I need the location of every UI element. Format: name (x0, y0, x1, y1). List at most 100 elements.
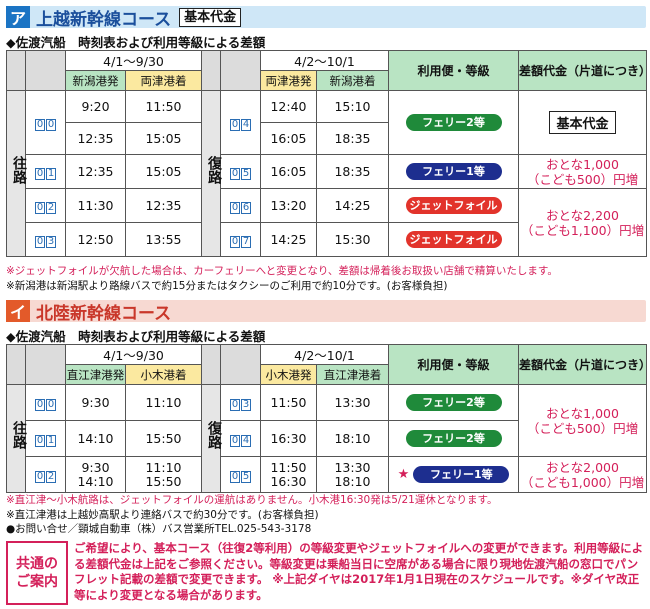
class-cell: フェリー2等 (388, 384, 519, 421)
class-cell: ★ フェリー1等 (388, 456, 519, 493)
arrival-time: 13:55 (125, 222, 202, 257)
class-header: 利用便・等級 (388, 50, 519, 91)
fare-cell: おとな1,000 （こども500）円増 (518, 154, 647, 189)
section-a-tag: ア (6, 6, 30, 28)
departure-time: 11:30 (65, 188, 126, 223)
blank-corner (25, 344, 66, 385)
left-from-port: 直江津港発 (65, 364, 126, 385)
blank-corner (201, 50, 221, 91)
ferry-1st-class-pill: フェリー1等 (413, 466, 510, 483)
arrival-time: 15:05 (125, 122, 202, 155)
arrival-time: 12:35 (125, 188, 202, 223)
ferry-2nd-class-pill: フェリー2等 (405, 114, 502, 131)
fare-cell: おとな2,000 （こども1,000）円増 (518, 456, 647, 493)
section-a-timetable: 4/1～9/30 4/2～10/1 利用便・等級 差額代金（片道につき） 新潟港… (6, 50, 650, 257)
arrival-time: 15:50 (125, 420, 202, 457)
basic-price-label: 基本代金 (549, 111, 616, 134)
blank-corner (6, 344, 26, 385)
class-header: 利用便・等級 (388, 344, 519, 385)
departure-time: 11:50 16:30 (260, 456, 317, 493)
jetfoil-pill: ジェットフォイル (405, 231, 502, 248)
departure-time: 13:20 (260, 188, 317, 223)
class-cell: フェリー2等 (388, 90, 519, 155)
section-b-timetable: 4/1～9/30 4/2～10/1 利用便・等級 差額代金（片道につき） 直江津… (6, 344, 650, 493)
section-a-note-2: ※新潟港は新潟駅より路線バスで約15分またはタクシーのご利用で約10分です。(お… (6, 280, 448, 292)
departure-time: 14:25 (260, 222, 317, 257)
arrival-time: 15:05 (125, 154, 202, 189)
left-from-port: 新潟港発 (65, 70, 126, 91)
right-from-port: 小木港発 (260, 364, 317, 385)
return-label: 復路 (201, 384, 222, 493)
section-a-subtitle: ◆佐渡汽船 時刻表および利用等級による差額 (6, 35, 266, 50)
section-b-tag: イ (6, 300, 30, 322)
right-date-range: 4/2～10/1 (260, 344, 389, 365)
departure-time: 12:40 (260, 90, 317, 123)
departure-time: 16:05 (260, 122, 317, 155)
departure-time: 12:35 (65, 122, 126, 155)
arrival-time: 15:10 (316, 90, 389, 123)
blank-corner (25, 50, 66, 91)
departure-time: 16:05 (260, 154, 317, 189)
left-to-port: 小木港着 (125, 364, 202, 385)
fare-cell: 基本代金 (518, 90, 647, 155)
arrival-time: 11:50 (125, 90, 202, 123)
left-date-range: 4/1～9/30 (65, 344, 202, 365)
class-cell: フェリー1等 (388, 154, 519, 189)
blank-corner (201, 344, 221, 385)
common-label-line-1: 共通の (16, 556, 58, 572)
departure-time: 9:30 (65, 384, 126, 421)
right-from-port: 両津港発 (260, 70, 317, 91)
arrival-time: 14:25 (316, 188, 389, 223)
ferry-2nd-class-pill: フェリー2等 (405, 430, 502, 447)
outbound-label: 往路 (6, 90, 27, 257)
arrival-time: 18:35 (316, 154, 389, 189)
class-cell: フェリー2等 (388, 420, 519, 457)
return-label: 復路 (201, 90, 222, 257)
departure-time: 12:35 (65, 154, 126, 189)
jetfoil-pill: ジェットフォイル (405, 197, 502, 214)
star-icon: ★ (397, 467, 410, 482)
section-b-note-red: ※直江津～小木航路は、ジェットフォイルの運航はありません。小木港16:30発は5… (6, 494, 498, 506)
left-to-port: 両津港着 (125, 70, 202, 91)
blank-corner (220, 50, 261, 91)
common-guidance-text: ご希望により、基本コース（往復2等利用）の等級変更やジェットフォイルへの変更がで… (74, 541, 644, 602)
common-guidance: 共通の ご案内 ご希望により、基本コース（往復2等利用）の等級変更やジェットフォ… (6, 541, 646, 605)
basic-price-badge: 基本代金 (179, 7, 242, 27)
right-to-port: 新潟港着 (316, 70, 389, 91)
blank-corner (6, 50, 26, 91)
departure-time: 12:50 (65, 222, 126, 257)
section-b-subtitle: ◆佐渡汽船 時刻表および利用等級による差額 (6, 329, 266, 344)
section-b-note-2: ●お問い合せ／頸城自動車（株）バス営業所TEL.025-543-3178 (6, 523, 312, 535)
arrival-time: 18:35 (316, 122, 389, 155)
class-cell: ジェットフォイル (388, 188, 519, 223)
arrival-time: 13:30 (316, 384, 389, 421)
arrival-time: 11:10 (125, 384, 202, 421)
fare-cell: おとな1,000 （こども500）円増 (518, 384, 647, 457)
fare-header: 差額代金（片道につき） (518, 50, 650, 91)
right-date-range: 4/2～10/1 (260, 50, 389, 71)
section-a-title: 上越新幹線コース (36, 9, 172, 30)
departure-time: 11:50 (260, 384, 317, 421)
section-a-note-1: ※ジェットフォイルが欠航した場合は、カーフェリーへと変更となり、差額は帰着後お取… (6, 265, 558, 277)
section-b-note-1: ※直江津港は上越妙高駅より連絡バスで約30分です。(お客様負担) (6, 509, 319, 521)
blank-corner (220, 344, 261, 385)
right-to-port: 直江津港着 (316, 364, 389, 385)
common-label-line-2: ご案内 (16, 574, 58, 590)
arrival-time: 15:30 (316, 222, 389, 257)
fare-header: 差額代金（片道につき） (518, 344, 650, 385)
ferry-2nd-class-pill: フェリー2等 (405, 394, 502, 411)
section-a-header: ア 上越新幹線コース 基本代金 (6, 6, 646, 30)
common-guidance-label: 共通の ご案内 (6, 541, 68, 605)
